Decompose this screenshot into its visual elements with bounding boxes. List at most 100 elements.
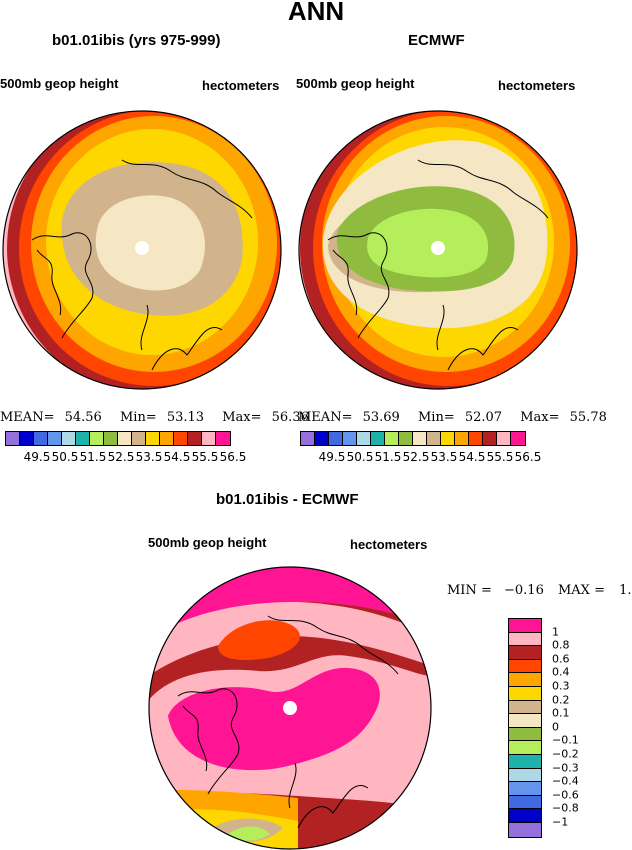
right-max-label: Max=	[520, 410, 560, 425]
diff-colorbar-tick-label: −0.4	[552, 774, 579, 788]
diff-colorbar-swatch	[509, 754, 541, 769]
left-colorbar-swatch	[62, 432, 76, 445]
diff-colorbar-tick-label: −0.3	[552, 761, 579, 775]
left-colorbar-tick-label: 54.5	[163, 450, 191, 464]
left-colorbar	[5, 431, 231, 446]
right-colorbar-swatch	[343, 432, 357, 445]
right-colorbar-tick-label: 52.5	[402, 450, 430, 464]
right-colorbar-tick-label: 54.5	[458, 450, 486, 464]
right-colorbar-labels: 49.5 50.5 51.5 52.5 53.5 54.5 55.5 56.5	[300, 450, 542, 464]
left-map-pole	[135, 241, 149, 255]
left-max-value: 56.36	[271, 410, 309, 425]
right-colorbar-swatch	[441, 432, 455, 445]
right-min-label: Min=	[417, 410, 455, 425]
left-mean-label: MEAN=	[0, 410, 55, 425]
left-colorbar-swatch	[34, 432, 48, 445]
diff-colorbar-swatch	[509, 700, 541, 715]
left-colorbar-swatch	[48, 432, 62, 445]
right-stats: MEAN= 53.69 Min= 52.07 Max= 55.78	[298, 410, 607, 425]
diff-colorbar-swatch	[509, 619, 541, 633]
right-map-band-515	[367, 208, 489, 278]
diff-colorbar-tick-label: −0.8	[552, 801, 579, 815]
right-colorbar-swatch	[497, 432, 511, 445]
diff-units-label: hectometers	[350, 537, 428, 552]
left-colorbar-tick-label: 55.5	[191, 450, 219, 464]
diff-colorbar-tick-label: 0.8	[552, 638, 570, 652]
diff-min-label: MIN =	[447, 583, 492, 598]
left-colorbar-swatch	[76, 432, 90, 445]
left-min-value: 53.13	[166, 410, 205, 425]
right-colorbar-swatch	[455, 432, 469, 445]
diff-map-band-top-08	[149, 601, 431, 676]
diff-map-band-04	[218, 620, 300, 661]
right-mean-value: 53.69	[362, 410, 400, 425]
diff-colorbar-tick-label: −1	[552, 815, 569, 829]
left-colorbar-tick-label: 51.5	[79, 450, 107, 464]
right-colorbar	[300, 431, 526, 446]
diff-colorbar-swatch	[509, 632, 541, 647]
left-max-label: Max=	[222, 410, 262, 425]
diff-map-band-1	[168, 667, 380, 771]
left-colorbar-swatch	[216, 432, 230, 445]
diff-colorbar-tick-label: 0.4	[552, 665, 570, 679]
left-stats: MEAN= 54.56 Min= 53.13 Max= 56.36	[0, 410, 309, 425]
diff-colorbar-swatch	[509, 809, 541, 823]
diff-colorbar-tick-label: −0.6	[552, 788, 579, 802]
diff-max-label: MAX =	[557, 583, 605, 598]
diff-panel-title: b01.01ibis - ECMWF	[216, 491, 359, 508]
diff-colorbar	[508, 618, 542, 838]
left-panel-title: b01.01ibis (yrs 975-999)	[52, 32, 221, 49]
diff-colorbar-swatch	[509, 673, 541, 687]
diff-colorbar-tick-label: 0.1	[552, 706, 570, 720]
right-colorbar-swatch	[399, 432, 413, 445]
left-min-label: Min=	[119, 410, 157, 425]
right-map	[298, 110, 578, 390]
diff-stats: MIN = −0.16 MAX = 1.55	[447, 583, 632, 598]
diff-colorbar-swatch	[509, 727, 541, 742]
left-colorbar-swatch	[104, 432, 118, 445]
diff-map-coastlines	[177, 615, 399, 829]
left-colorbar-swatch	[146, 432, 160, 445]
right-colorbar-tick-label: 55.5	[486, 450, 514, 464]
diff-colorbar-swatch	[509, 659, 541, 674]
diff-colorbar-tick-label: −0.1	[552, 733, 579, 747]
diff-colorbar-tick-label: 0.6	[552, 652, 570, 666]
left-colorbar-labels: 49.5 50.5 51.5 52.5 53.5 54.5 55.5 56.5	[5, 450, 247, 464]
right-colorbar-swatch	[427, 432, 441, 445]
diff-colorbar-tick-label: 1	[552, 625, 559, 639]
right-colorbar-tick-label: 50.5	[346, 450, 374, 464]
right-panel-title: ECMWF	[408, 32, 465, 49]
right-map-coastlines	[327, 159, 549, 371]
left-field-label: 500mb geop height	[0, 76, 119, 91]
right-colorbar-tick-label: 49.5	[318, 450, 346, 464]
right-colorbar-swatch	[413, 432, 427, 445]
left-map	[2, 110, 282, 390]
diff-colorbar-swatch	[509, 795, 541, 810]
left-colorbar-tick-label: 50.5	[51, 450, 79, 464]
left-colorbar-swatch	[174, 432, 188, 445]
diff-colorbar-swatch	[509, 646, 541, 660]
diff-colorbar-swatch	[509, 768, 541, 783]
right-colorbar-swatch	[329, 432, 343, 445]
diff-max-value: 1.55	[619, 583, 632, 598]
left-map-band-530	[95, 195, 205, 291]
diff-colorbar-swatch	[509, 741, 541, 755]
right-colorbar-swatch	[371, 432, 385, 445]
right-colorbar-tick-label: 56.5	[514, 450, 542, 464]
left-colorbar-tick-label: 53.5	[135, 450, 163, 464]
right-colorbar-swatch	[511, 432, 525, 445]
diff-colorbar-swatch	[509, 714, 541, 728]
right-units-label: hectometers	[498, 78, 576, 93]
right-colorbar-swatch	[469, 432, 483, 445]
right-colorbar-swatch	[385, 432, 399, 445]
left-colorbar-swatch	[188, 432, 202, 445]
right-field-label: 500mb geop height	[296, 76, 415, 91]
left-colorbar-swatch	[20, 432, 34, 445]
diff-colorbar-swatch	[509, 822, 541, 837]
left-colorbar-tick-label: 56.5	[219, 450, 247, 464]
right-colorbar-tick-label: 53.5	[430, 450, 458, 464]
diff-map-pole	[283, 701, 297, 715]
left-colorbar-swatch	[132, 432, 146, 445]
left-colorbar-swatch	[118, 432, 132, 445]
diff-field-label: 500mb geop height	[148, 535, 267, 550]
